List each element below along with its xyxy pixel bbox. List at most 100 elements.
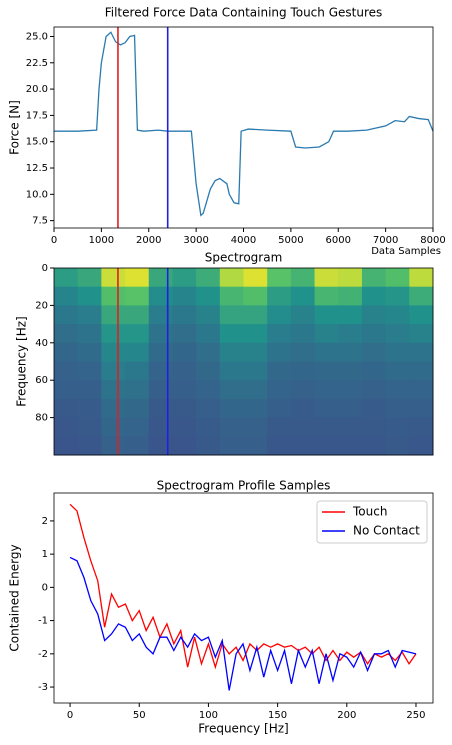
heat-cell: [148, 398, 173, 419]
heat-cell: [385, 361, 410, 381]
heat-cell: [314, 268, 339, 288]
heat-cell: [125, 398, 150, 419]
heat-cell: [219, 342, 244, 362]
heat-cell: [77, 342, 102, 362]
heat-cell: [196, 380, 221, 400]
heat-cell: [243, 417, 268, 437]
heat-cell: [125, 417, 150, 437]
heat-cell: [267, 380, 292, 400]
x-tick-label: 150: [268, 710, 287, 721]
heat-cell: [385, 342, 410, 362]
x-axis-label: Data Samples: [371, 246, 441, 257]
heat-cell: [77, 398, 102, 419]
heat-cell: [219, 436, 244, 456]
heat-cell: [409, 361, 434, 381]
heat-cell: [314, 286, 339, 306]
heat-cell: [172, 417, 197, 437]
heat-cell: [54, 417, 79, 437]
x-tick-label: 5000: [278, 235, 303, 246]
heat-cell: [409, 324, 434, 344]
heat-cell: [290, 305, 316, 325]
y-tick-label: 25.0: [26, 31, 48, 42]
heat-cell: [219, 361, 244, 381]
x-tick-label: 50: [133, 710, 146, 721]
heat-cell: [101, 342, 126, 362]
heat-cell: [172, 342, 197, 362]
heat-cell: [54, 305, 79, 325]
heat-cell: [338, 305, 363, 325]
heat-cell: [219, 398, 244, 419]
data-line: [54, 31, 434, 217]
y-tick-label: 0: [42, 263, 48, 274]
heat-cell: [361, 305, 387, 325]
y-tick-label: 2: [42, 516, 48, 527]
heat-cell: [267, 324, 292, 344]
plot-frame: [53, 492, 434, 704]
heat-cell: [148, 417, 173, 437]
heat-cell: [172, 398, 197, 419]
heat-cell: [54, 380, 79, 400]
heat-cell: [172, 268, 197, 288]
heat-cell: [290, 436, 316, 456]
heat-cell: [385, 324, 410, 344]
heat-cell: [148, 361, 173, 381]
heat-cell: [361, 286, 387, 306]
x-tick-label: 1000: [89, 235, 114, 246]
x-tick-label: 250: [406, 710, 425, 721]
heat-cell: [290, 324, 316, 344]
heat-cell: [267, 361, 292, 381]
heat-cell: [54, 342, 79, 362]
heat-cell: [219, 380, 244, 400]
heat-cell: [77, 417, 102, 437]
heat-cell: [409, 305, 434, 325]
heat-cell: [361, 380, 387, 400]
heat-cell: [361, 417, 387, 437]
heat-cell: [196, 398, 221, 419]
heat-cell: [196, 417, 221, 437]
heat-cell: [54, 361, 79, 381]
heat-cell: [172, 361, 197, 381]
heat-cell: [338, 286, 363, 306]
heat-cell: [148, 268, 173, 288]
heat-cell: [77, 361, 102, 381]
y-tick-label: 0: [42, 582, 48, 593]
heat-cell: [267, 268, 292, 288]
heat-cell: [54, 398, 79, 419]
x-tick-label: 7000: [373, 235, 398, 246]
heat-cell: [314, 361, 339, 381]
heat-cell: [267, 286, 292, 306]
heat-cell: [385, 305, 410, 325]
heat-cell: [338, 417, 363, 437]
chart-title: Filtered Force Data Containing Touch Ges…: [105, 6, 383, 20]
heat-cell: [125, 268, 150, 288]
heat-cell: [219, 268, 244, 288]
heat-cell: [148, 342, 173, 362]
heat-cell: [314, 398, 339, 419]
heat-cell: [196, 305, 221, 325]
heat-cell: [77, 380, 102, 400]
heat-cell: [243, 268, 268, 288]
heat-cell: [409, 436, 434, 456]
heat-cell: [338, 398, 363, 419]
heat-cell: [267, 398, 292, 419]
heat-cell: [125, 324, 150, 344]
legend-label: No Contact: [353, 524, 420, 538]
heat-cell: [290, 361, 316, 381]
heat-cell: [243, 361, 268, 381]
heat-cell: [77, 268, 102, 288]
heat-cell: [219, 324, 244, 344]
heat-cell: [409, 286, 434, 306]
y-tick-label: 1: [42, 549, 48, 560]
y-tick-label: 40: [35, 338, 48, 349]
heat-cell: [148, 436, 173, 456]
heat-cell: [125, 286, 150, 306]
heat-cell: [101, 305, 126, 325]
y-tick-label: -3: [38, 682, 48, 693]
y-tick-label: 60: [35, 375, 48, 386]
heat-cell: [101, 268, 126, 288]
heat-cell: [54, 286, 79, 306]
heat-cell: [243, 436, 268, 456]
heat-cell: [196, 324, 221, 344]
heat-cell: [172, 380, 197, 400]
